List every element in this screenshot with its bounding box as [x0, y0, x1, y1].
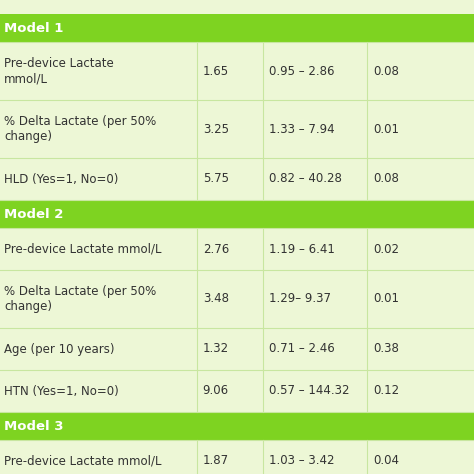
Text: 1.03 – 3.42: 1.03 – 3.42	[269, 455, 335, 467]
Bar	[0, 412, 474, 440]
Text: 1.19 – 6.41: 1.19 – 6.41	[269, 243, 335, 255]
Bar	[0, 158, 474, 200]
Text: 0.95 – 2.86: 0.95 – 2.86	[269, 64, 335, 78]
Text: 3.48: 3.48	[203, 292, 229, 306]
Text: 1.33 – 7.94: 1.33 – 7.94	[269, 122, 335, 136]
Bar	[0, 270, 474, 328]
Text: 0.71 – 2.46: 0.71 – 2.46	[269, 343, 335, 356]
Bar	[0, 328, 474, 370]
Bar	[0, 370, 474, 412]
Bar	[0, 14, 474, 42]
Text: 0.08: 0.08	[374, 173, 399, 185]
Text: 0.08: 0.08	[374, 64, 399, 78]
Text: 9.06: 9.06	[203, 384, 229, 398]
Text: Pre-device Lactate mmol/L: Pre-device Lactate mmol/L	[4, 455, 162, 467]
Text: 1.65: 1.65	[203, 64, 229, 78]
Text: 0.57 – 144.32: 0.57 – 144.32	[269, 384, 349, 398]
Text: 5.75: 5.75	[203, 173, 229, 185]
Text: 1.87: 1.87	[203, 455, 229, 467]
Text: % Delta Lactate (per 50%
change): % Delta Lactate (per 50% change)	[4, 285, 156, 313]
Text: Model 1: Model 1	[4, 21, 64, 35]
Text: HTN (Yes=1, No=0): HTN (Yes=1, No=0)	[4, 384, 119, 398]
Text: 0.02: 0.02	[374, 243, 400, 255]
Text: Model 2: Model 2	[4, 208, 64, 220]
Text: 3.25: 3.25	[203, 122, 229, 136]
Text: 1.29– 9.37: 1.29– 9.37	[269, 292, 331, 306]
Bar	[0, 42, 474, 100]
Text: Pre-device Lactate mmol/L: Pre-device Lactate mmol/L	[4, 243, 162, 255]
Text: HLD (Yes=1, No=0): HLD (Yes=1, No=0)	[4, 173, 118, 185]
Text: 0.12: 0.12	[374, 384, 400, 398]
Text: 0.38: 0.38	[374, 343, 399, 356]
Text: % Delta Lactate (per 50%
change): % Delta Lactate (per 50% change)	[4, 115, 156, 143]
Text: 0.82 – 40.28: 0.82 – 40.28	[269, 173, 342, 185]
Text: 0.04: 0.04	[374, 455, 400, 467]
Text: Age (per 10 years): Age (per 10 years)	[4, 343, 115, 356]
Text: 0.01: 0.01	[374, 292, 400, 306]
Text: Pre-device Lactate
mmol/L: Pre-device Lactate mmol/L	[4, 57, 114, 85]
Bar	[0, 440, 474, 474]
Text: Model 3: Model 3	[4, 419, 64, 432]
Bar	[0, 200, 474, 228]
Text: 1.32: 1.32	[203, 343, 229, 356]
Bar	[0, 228, 474, 270]
Text: 2.76: 2.76	[203, 243, 229, 255]
Bar	[0, 100, 474, 158]
Text: 0.01: 0.01	[374, 122, 400, 136]
